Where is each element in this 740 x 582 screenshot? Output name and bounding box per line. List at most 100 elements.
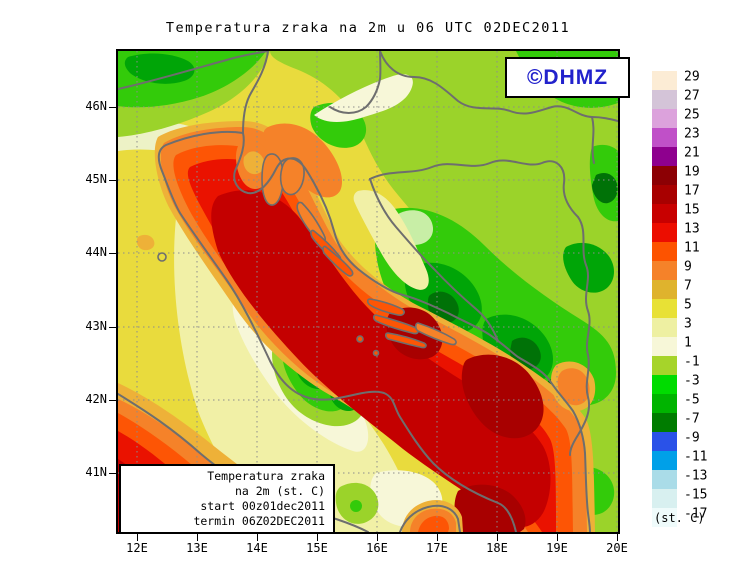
colorbar-label: 13 — [684, 221, 700, 237]
x-axis-label: 17E — [426, 541, 448, 555]
colorbar-label: 23 — [684, 126, 700, 142]
x-axis-tick — [377, 534, 378, 541]
sea-deepest3 — [454, 484, 526, 532]
sea-deepest2 — [461, 354, 544, 439]
y-axis-tick — [109, 473, 116, 474]
colorbar-label: 3 — [684, 316, 692, 332]
taranto-orange-red — [418, 515, 449, 532]
map-bosnia-mid3 — [563, 242, 614, 293]
colorbar-label: -11 — [684, 449, 708, 465]
x-axis-tick — [437, 534, 438, 541]
info-line-start: start 00z01dec2011 — [200, 499, 325, 513]
islands — [157, 153, 457, 357]
y-axis-tick — [109, 180, 116, 181]
colorbar-label: 7 — [684, 278, 692, 294]
x-axis-tick — [497, 534, 498, 541]
x-axis-tick — [317, 534, 318, 541]
colorbar-label: 9 — [684, 259, 692, 275]
colorbar-swatch — [652, 223, 677, 242]
coast-italy-adriatic — [157, 130, 517, 532]
colorbar-swatch — [652, 128, 677, 147]
colorbar-swatch — [652, 356, 677, 375]
island-brac — [366, 298, 405, 316]
colorbar-swatch — [652, 242, 677, 261]
coast-east-adriatic — [233, 132, 591, 532]
y-axis-tick — [109, 107, 116, 108]
colorbar-label: 25 — [684, 107, 700, 123]
x-axis-label: 18E — [486, 541, 508, 555]
colorbar-label: 17 — [684, 183, 700, 199]
map-montenegro-orange — [557, 368, 590, 406]
colorbar-swatch — [652, 318, 677, 337]
island-peljesac — [414, 322, 457, 346]
coastlines — [118, 51, 618, 532]
colorbar-label: -7 — [684, 411, 700, 427]
y-axis-label: 44N — [85, 245, 107, 259]
x-axis-tick — [617, 534, 618, 541]
info-line-termin: termin 06Z02DEC2011 — [193, 514, 325, 528]
map-fog-band — [314, 74, 413, 122]
border-dinaric — [369, 178, 499, 342]
x-axis-label: 15E — [306, 541, 328, 555]
coast-taranto-gulf — [399, 504, 461, 532]
colorbar-label: 1 — [684, 335, 692, 351]
colorbar-label: -15 — [684, 487, 708, 503]
colorbar-label: -1 — [684, 354, 700, 370]
colorbar-label: 11 — [684, 240, 700, 256]
colorbar-swatch — [652, 71, 677, 90]
x-axis-label: 16E — [366, 541, 388, 555]
border-slovenia-croatia-west — [329, 51, 382, 114]
x-axis-label: 12E — [126, 541, 148, 555]
colorbar-swatch — [652, 147, 677, 166]
colorbar-label: 19 — [684, 164, 700, 180]
border-alps — [118, 51, 269, 90]
colorbar-swatch — [652, 432, 677, 451]
lagoon-islet — [157, 252, 167, 262]
island-kornati — [322, 245, 354, 277]
y-axis-tick — [109, 400, 116, 401]
dhmz-badge: ©DHMZ — [505, 57, 630, 98]
y-axis-label: 41N — [85, 465, 107, 479]
map-ne-green-base — [270, 51, 618, 532]
colorbar-swatch — [652, 185, 677, 204]
colorbar-label: 27 — [684, 88, 700, 104]
map-bosnia-bright — [375, 207, 616, 406]
colorbar-label: 15 — [684, 202, 700, 218]
map-frame — [116, 49, 620, 534]
x-axis-label: 20E — [606, 541, 628, 555]
dhmz-badge-text: ©DHMZ — [526, 65, 609, 89]
colorbar-swatch — [652, 337, 677, 356]
colorbar-swatch — [652, 261, 677, 280]
colorbar-label: 29 — [684, 69, 700, 85]
y-axis-label: 43N — [85, 319, 107, 333]
island-hvar — [372, 314, 419, 335]
y-axis-label: 46N — [85, 99, 107, 113]
map-bosnia-dark3 — [592, 173, 618, 204]
page-title: Temperatura zraka na 2m u 06 UTC 02DEC20… — [165, 20, 571, 36]
map-dalmatia-pale — [353, 190, 429, 290]
colorbar-label: -9 — [684, 430, 700, 446]
info-line-variable: Temperatura zraka — [207, 469, 325, 483]
island-vis — [356, 335, 364, 343]
border-croatia-bosnia-sava — [369, 159, 579, 218]
colorbar-swatch — [652, 109, 677, 128]
x-axis-tick — [257, 534, 258, 541]
info-line-level: na 2m (st. C) — [234, 484, 325, 498]
map-po-amber-dot — [136, 234, 155, 251]
colorbar-label: -13 — [684, 468, 708, 484]
colorbar-swatch — [652, 90, 677, 109]
x-axis-label: 14E — [246, 541, 268, 555]
colorbar-swatch — [652, 470, 677, 489]
island-lastovo — [372, 349, 380, 357]
colorbar-swatch — [652, 508, 677, 527]
border-hungary-serbia-spur — [591, 116, 595, 164]
colorbar-unit-label: (st. C) — [654, 511, 705, 525]
colorbar-swatch — [652, 299, 677, 318]
colorbar-swatch — [652, 280, 677, 299]
border-italy-slovenia — [242, 51, 269, 134]
run-info-box: Temperatura zraka na 2m (st. C) start 00… — [119, 464, 335, 534]
y-axis-label: 45N — [85, 172, 107, 186]
colorbar-swatch — [652, 413, 677, 432]
colorbar-swatch — [652, 489, 677, 508]
